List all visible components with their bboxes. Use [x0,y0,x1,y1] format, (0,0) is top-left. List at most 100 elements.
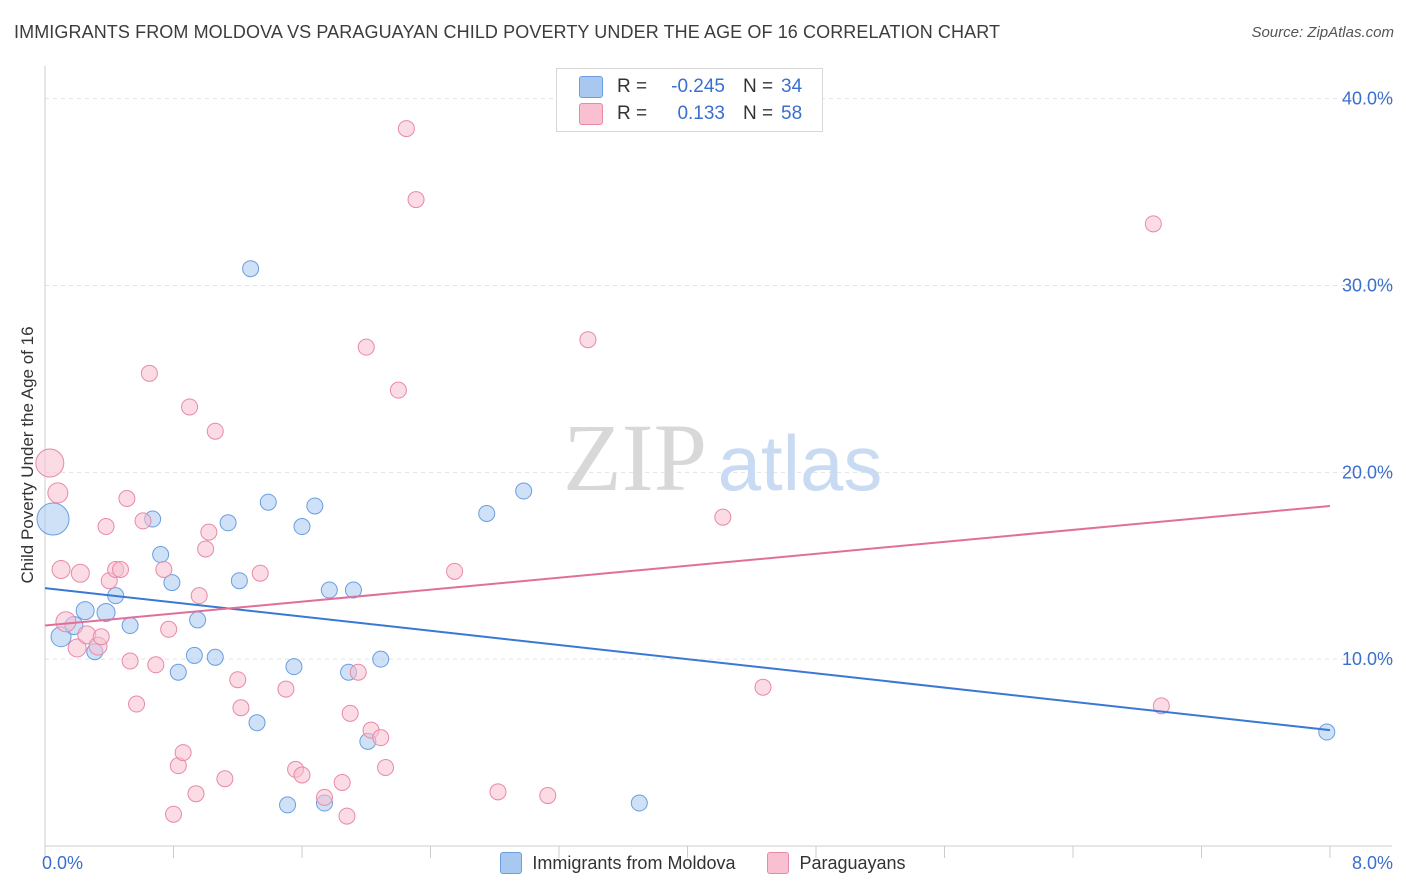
legend-n-value: 58 [781,103,803,124]
point-paraguayans [293,766,311,784]
point-paraguayans [714,508,732,526]
point-paraguayans [51,559,71,579]
point-paraguayans [232,699,250,717]
point-paraguayans [55,611,77,633]
point-paraguayans [315,788,333,806]
point-moldova [320,581,338,599]
point-paraguayans [446,562,464,580]
trendlines [44,504,1331,732]
legend-label-paraguayans: Paraguayans [799,852,906,873]
point-paraguayans [187,785,205,803]
legend-n-label: N = [743,103,774,124]
point-moldova [285,658,303,676]
watermark: ZIP atlas [563,404,882,511]
legend-r-value: 0.133 [677,103,725,124]
point-paraguayans [47,482,69,504]
point-moldova [230,572,248,590]
point-paraguayans [372,729,390,747]
point-moldova [36,502,70,536]
point-paraguayans [197,540,215,558]
watermark-zip: ZIP [563,404,707,511]
point-paraguayans [155,560,173,578]
point-moldova [185,646,203,664]
point-paraguayans [160,620,178,638]
legend-swatch-moldova [500,852,523,874]
series-legend: Immigrants from Moldova Paraguayans [0,852,1406,874]
source-credit: Source: ZipAtlas.com [1251,24,1394,41]
point-paraguayans [35,448,65,478]
point-paraguayans [97,518,115,536]
point-moldova [515,482,533,500]
point-paraguayans [277,680,295,698]
point-paraguayans [229,671,247,689]
point-paraguayans [389,381,407,399]
point-moldova [259,493,277,511]
point-moldova [163,574,181,592]
legend-item-moldova[interactable]: Immigrants from Moldova [500,852,735,874]
y-tick-label: 20.0% [1342,462,1393,482]
point-moldova [630,794,648,812]
point-paraguayans [181,398,199,416]
trendline-paraguayans [44,504,1331,627]
point-paraguayans [357,338,375,356]
point-moldova [152,546,170,564]
point-paraguayans [134,512,152,530]
point-paraguayans [111,560,129,578]
point-moldova [242,260,260,278]
trendline-moldova [44,587,1331,732]
watermark-atlas: atlas [718,419,883,507]
point-moldova [169,663,187,681]
legend-row-paraguayans: R = 0.133 N = 58 [579,102,802,126]
point-moldova [189,611,207,629]
legend-n-label: N = [743,76,774,97]
point-paraguayans [206,422,224,440]
point-moldova [1318,723,1336,741]
point-paraguayans [251,564,269,582]
point-paraguayans [121,652,139,670]
legend-row-moldova: R = -0.245 N = 34 [579,75,802,99]
point-paraguayans [67,638,87,658]
point-paraguayans [333,773,351,791]
chart-title: IMMIGRANTS FROM MOLDOVA VS PARAGUAYAN CH… [14,22,1001,42]
point-paraguayans [165,805,182,823]
point-paraguayans [1152,697,1170,715]
point-paraguayans [349,663,367,681]
point-moldova [96,602,116,622]
point-moldova [372,650,390,668]
point-paraguayans [1144,215,1162,233]
point-paraguayans [397,120,415,138]
point-moldova [75,601,95,621]
point-paraguayans [579,331,597,349]
point-paraguayans [539,787,557,805]
legend-n-value: 34 [781,76,803,97]
y-tick-label: 10.0% [1342,649,1393,669]
point-moldova [248,714,266,732]
point-paraguayans [754,678,772,696]
point-paraguayans [341,704,359,722]
x-tick-label: 8.0% [1352,853,1393,873]
y-tick-label: 40.0% [1342,89,1393,109]
point-paraguayans [174,744,192,762]
point-moldova [121,617,139,635]
point-moldova [344,581,362,599]
point-paraguayans [190,587,208,605]
point-paraguayans [377,759,395,777]
point-moldova [206,648,224,666]
legend-label-moldova: Immigrants from Moldova [532,852,736,873]
point-paraguayans [70,563,90,583]
point-paraguayans [140,364,158,382]
y-tick-label: 30.0% [1342,276,1393,296]
point-moldova [293,518,311,536]
point-paraguayans [216,770,234,788]
point-paraguayans [200,523,218,541]
point-paraguayans [118,489,136,507]
x-tick-label: 0.0% [42,853,83,873]
point-paraguayans [92,628,110,646]
point-paraguayans [489,783,507,801]
point-moldova [478,504,496,522]
legend-r-label: R = [617,103,648,124]
point-paraguayans [407,191,425,209]
legend-item-paraguayans[interactable]: Paraguayans [767,852,906,874]
legend-swatch-paraguayans [767,852,790,874]
